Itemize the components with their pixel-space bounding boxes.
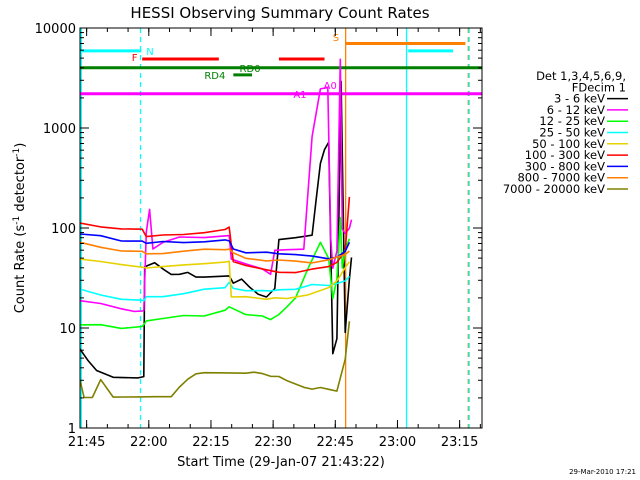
legend-entry-label: 25 - 50 keV xyxy=(539,126,605,140)
flag-label: RD4 xyxy=(204,71,225,82)
series-7 xyxy=(80,241,350,264)
flag-vertical-lines xyxy=(80,28,470,428)
series-4 xyxy=(80,258,351,301)
data-series xyxy=(80,58,353,399)
x-tick-label: 21:45 xyxy=(68,435,105,450)
x-tick-label: 22:00 xyxy=(130,435,167,450)
series-8 xyxy=(80,321,351,399)
series-5 xyxy=(80,196,351,274)
y-tick-label: 1 xyxy=(68,422,76,437)
flag-label: A1 xyxy=(293,90,306,101)
x-tick-label: 22:15 xyxy=(192,435,229,450)
legend-title: FDecim 1 xyxy=(572,80,626,94)
y-axis-label: Count Rate (s-1 detector-1) xyxy=(12,143,28,314)
flag-label: A0 xyxy=(324,81,337,92)
x-tick-label: 22:45 xyxy=(317,435,354,450)
flag-bars xyxy=(80,41,482,96)
legend-entry-label: 3 - 6 keV xyxy=(554,92,605,106)
legend-entry-label: 6 - 12 keV xyxy=(547,103,605,117)
x-axis-label: Start Time (29-Jan-07 21:43:22) xyxy=(177,455,385,470)
x-tick-label: 23:15 xyxy=(441,435,478,450)
flag-label: S xyxy=(333,33,339,44)
y-tick-label: 10000 xyxy=(35,22,76,37)
x-axis-ticks: 21:45 22:00 22:15 22:30 22:45 23:00 23:15 xyxy=(68,28,481,450)
legend-title: Det 1,3,4,5,6,9, xyxy=(536,69,626,83)
series-2 xyxy=(80,216,351,330)
legend-entry-label: 100 - 300 keV xyxy=(525,148,605,162)
series-3 xyxy=(80,275,350,302)
flag-label: N xyxy=(146,47,153,58)
y-tick-label: 10 xyxy=(59,322,76,337)
y-tick-label: 1000 xyxy=(43,122,76,137)
flag-label: F xyxy=(132,53,138,64)
legend-entry-label: 50 - 100 keV xyxy=(532,137,605,151)
x-tick-label: 22:30 xyxy=(254,435,291,450)
series-1 xyxy=(80,58,353,313)
y-tick-label: 100 xyxy=(51,222,76,237)
series-6 xyxy=(80,233,351,260)
legend-entry-label: 12 - 25 keV xyxy=(539,114,605,128)
chart-title: HESSI Observing Summary Count Rates xyxy=(130,4,429,22)
legend-entry-label: 7000 - 20000 keV xyxy=(503,182,605,196)
generation-timestamp: 29-Mar-2010 17:21 xyxy=(569,468,636,476)
flag-labels: NF RD0 RD4 A1 A0 S xyxy=(132,33,339,101)
plot-area: NF RD0 RD4 A1 A0 S xyxy=(79,27,483,429)
x-tick-label: 23:00 xyxy=(379,435,416,450)
legend-entry-label: 300 - 800 keV xyxy=(525,159,605,173)
legend-entry-label: 800 - 7000 keV xyxy=(517,171,605,185)
flag-label: RD0 xyxy=(240,64,261,75)
y-axis-ticks: 1 10 100 1000 10000 xyxy=(35,22,482,437)
